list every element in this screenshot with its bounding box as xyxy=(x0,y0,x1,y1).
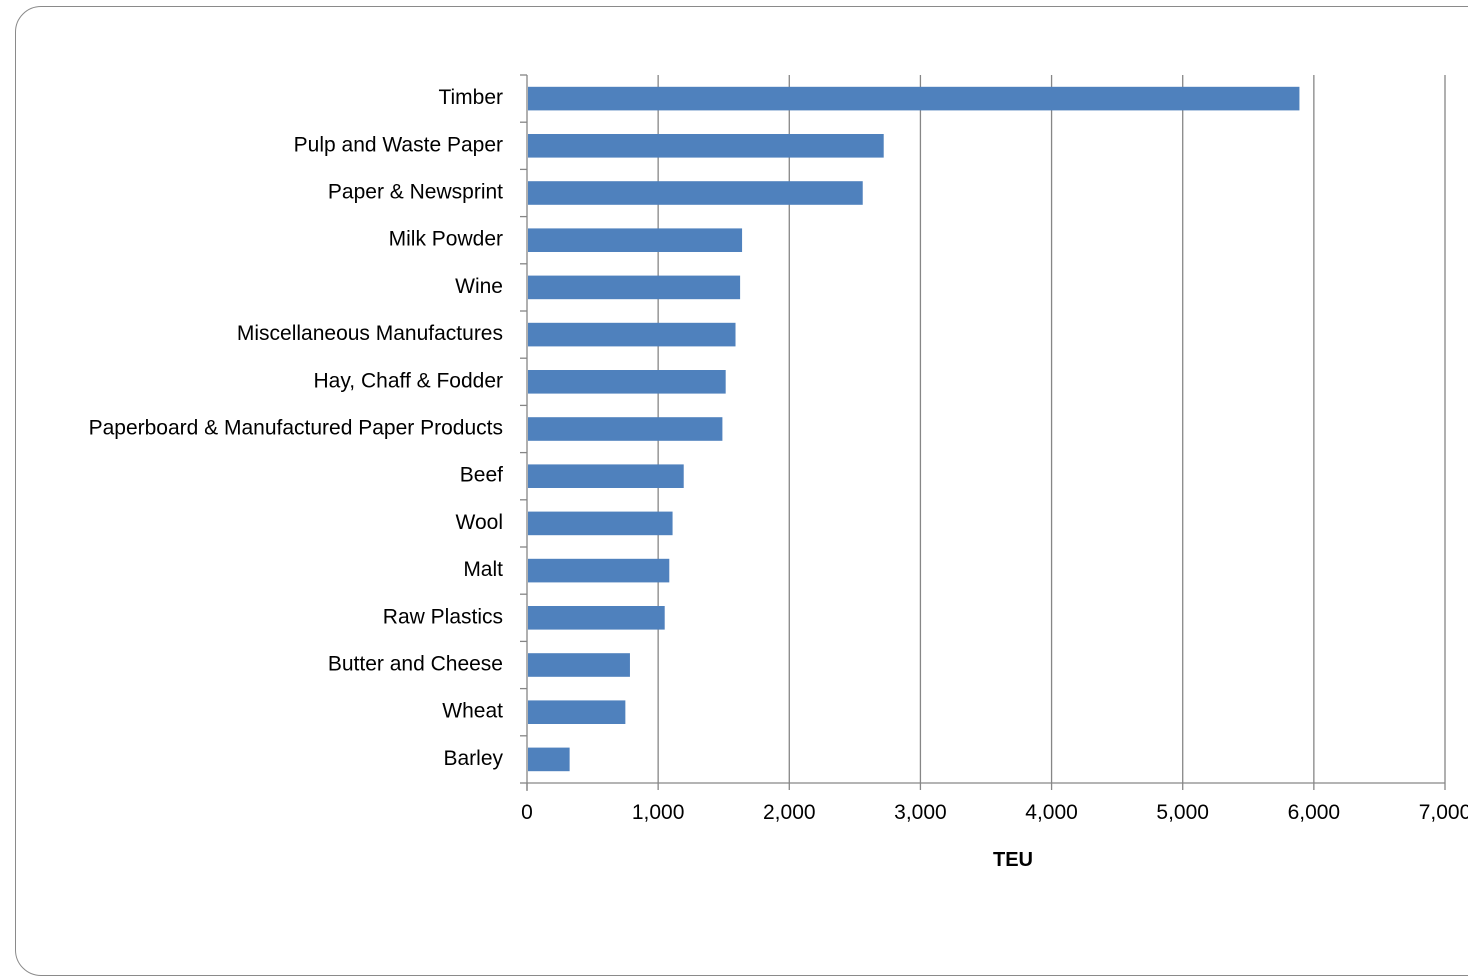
y-tick-label: Miscellaneous Manufactures xyxy=(237,322,503,345)
y-tick-label: Beef xyxy=(460,464,503,487)
x-tick-label: 7,000 xyxy=(1419,801,1468,824)
x-tick-label: 0 xyxy=(521,801,533,824)
y-tick-label: Wool xyxy=(456,511,503,534)
bar xyxy=(528,747,570,772)
y-tick-label: Milk Powder xyxy=(389,228,503,251)
bar xyxy=(528,370,726,394)
y-tick-label: Pulp and Waste Paper xyxy=(294,133,503,156)
x-tick-label: 4,000 xyxy=(1025,801,1078,824)
bar xyxy=(528,511,673,536)
y-tick-label: Malt xyxy=(463,558,503,581)
bar xyxy=(528,558,670,583)
y-tick-label: Butter and Cheese xyxy=(328,653,503,676)
bar xyxy=(528,700,626,724)
y-tick-label: Barley xyxy=(443,747,503,770)
y-tick-label: Wine xyxy=(455,275,503,298)
y-tick-label: Wheat xyxy=(442,700,503,723)
bar xyxy=(528,322,736,347)
bar xyxy=(528,181,863,205)
bar xyxy=(528,417,723,441)
x-tick-label: 3,000 xyxy=(894,801,947,824)
bar xyxy=(528,275,741,300)
bar xyxy=(528,86,1300,111)
bar xyxy=(528,464,684,488)
bar xyxy=(528,653,630,677)
chart-frame xyxy=(15,6,1468,976)
x-tick-label: 6,000 xyxy=(1288,801,1341,824)
y-tick-label: Timber xyxy=(438,86,503,109)
y-tick-label: Paper & Newsprint xyxy=(328,181,503,204)
x-tick-label: 2,000 xyxy=(763,801,816,824)
y-tick-label: Paperboard & Manufactured Paper Products xyxy=(89,417,503,440)
bar-chart: Timber Pulp and Waste Paper Paper & Newspr… xyxy=(89,74,1468,871)
bar xyxy=(528,134,884,158)
x-axis-title: TEU xyxy=(993,849,1033,871)
x-tick-label: 1,000 xyxy=(632,801,685,824)
bar xyxy=(528,228,743,252)
x-tick-label: 5,000 xyxy=(1156,801,1209,824)
y-tick-label: Raw Plastics xyxy=(383,605,503,628)
y-tick-label: Hay, Chaff & Fodder xyxy=(314,369,503,392)
bar xyxy=(528,606,665,630)
